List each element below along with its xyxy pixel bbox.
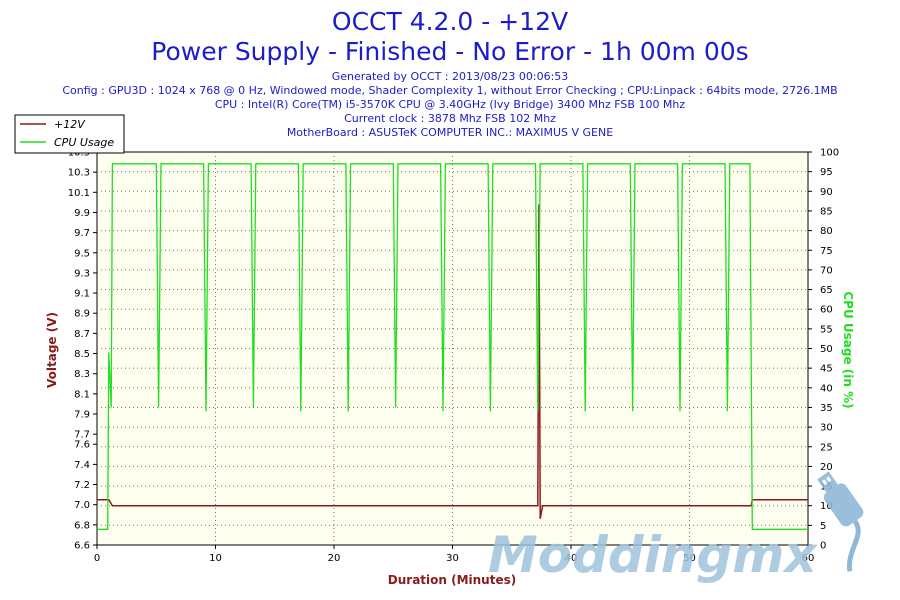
- x-tick-label: 60: [802, 553, 815, 564]
- y-left-tick-label: 8.7: [74, 329, 90, 340]
- y-left-tick-label: 9.1: [74, 289, 90, 300]
- y-left-tick-label: 10.3: [68, 168, 90, 179]
- y-left-tick-label: 7.0: [74, 500, 90, 511]
- chart-subtitle: Power Supply - Finished - No Error - 1h …: [151, 37, 748, 66]
- info-generated: Generated by OCCT : 2013/08/23 00:06:53: [332, 70, 569, 83]
- y-left-tick-label: 7.4: [74, 460, 90, 471]
- y-right-tick-label: 95: [820, 167, 833, 178]
- info-motherboard: MotherBoard : ASUSTeK COMPUTER INC.: MAX…: [287, 126, 613, 139]
- x-tick-label: 50: [683, 553, 696, 564]
- grid: [97, 152, 808, 545]
- y-right-tick-label: 40: [820, 383, 833, 394]
- y-left-tick-label: 8.5: [74, 349, 90, 360]
- info-cpu: CPU : Intel(R) Core(TM) i5-3570K CPU @ 3…: [215, 98, 686, 111]
- y-left-tick-label: 6.6: [74, 541, 90, 552]
- info-config: Config : GPU3D : 1024 x 768 @ 0 Hz, Wind…: [62, 84, 837, 97]
- y-right-tick-label: 60: [820, 305, 833, 316]
- watermark-text: Moddingmx: [488, 526, 818, 584]
- watermark: Moddingmx: [488, 471, 864, 584]
- y-right-tick-label: 85: [820, 206, 833, 217]
- y-right-tick-label: 50: [820, 344, 833, 355]
- y-left-tick-label: 7.6: [74, 440, 90, 451]
- x-tick-label: 0: [94, 553, 100, 564]
- x-tick-label: 40: [565, 553, 578, 564]
- x-axis-title: Duration (Minutes): [388, 573, 516, 587]
- y-right-tick-label: 25: [820, 442, 833, 453]
- y-left-tick-label: 7.9: [74, 410, 90, 421]
- y-axis-right: 0510152025303540455055606570758085909510…: [808, 148, 839, 552]
- y-left-tick-label: 8.9: [74, 309, 90, 320]
- y-right-tick-label: 90: [820, 187, 833, 198]
- y-right-axis-title: CPU Usage (in %): [841, 291, 855, 408]
- y-right-tick-label: 55: [820, 324, 833, 335]
- y-axis-left: 6.6 6.8 7.0 7.2 7.4 7.67.7 7.9 8.1 8.3 8.5 8.7 8.9 9…: [68, 148, 97, 552]
- y-right-tick-label: 10: [820, 501, 833, 512]
- x-tick-label: 10: [209, 553, 222, 564]
- chart-title: OCCT 4.2.0 - +12V: [332, 7, 568, 36]
- y-left-tick-label: 6.8: [74, 520, 90, 531]
- series-line-cpu: [97, 163, 808, 530]
- y-right-tick-label: 70: [820, 265, 833, 276]
- legend: +12V CPU Usage: [14, 114, 125, 154]
- info-clock: Current clock : 3878 Mhz FSB 102 Mhz: [344, 112, 556, 125]
- y-left-tick-label: 9.3: [74, 268, 90, 279]
- usb-plug-icon: [817, 471, 864, 572]
- y-left-tick-label: 9.5: [74, 248, 90, 259]
- y-left-tick-label: 9.7: [74, 228, 90, 239]
- y-left-axis-title: Voltage (V): [45, 312, 59, 388]
- y-left-tick-label: 9.9: [74, 208, 90, 219]
- x-tick-label: 20: [328, 553, 341, 564]
- legend-label-voltage: +12V: [54, 118, 86, 131]
- series-layer: [97, 163, 808, 530]
- legend-label-cpu: CPU Usage: [54, 136, 114, 149]
- y-right-tick-label: 0: [820, 541, 826, 552]
- y-left-tick-label: 8.3: [74, 369, 90, 380]
- y-right-tick-label: 75: [820, 246, 833, 257]
- y-left-tick-label: 8.1: [74, 389, 90, 400]
- y-right-tick-label: 100: [820, 148, 839, 159]
- y-right-tick-label: 20: [820, 462, 833, 473]
- y-right-tick-label: 45: [820, 364, 833, 375]
- legend-box: [14, 114, 125, 154]
- y-right-tick-label: 80: [820, 226, 833, 237]
- y-right-tick-label: 5: [820, 521, 826, 532]
- x-tick-label: 30: [446, 553, 459, 564]
- y-right-tick-label: 30: [820, 423, 833, 434]
- y-left-tick-label: 10.1: [68, 188, 90, 199]
- y-left-tick-label: 7.2: [74, 480, 90, 491]
- y-left-tick-label: 7.7: [74, 430, 90, 441]
- y-right-tick-label: 65: [820, 285, 833, 296]
- y-right-tick-label: 35: [820, 403, 833, 414]
- x-axis: 0 10 20 30 40 50 60: [94, 545, 815, 564]
